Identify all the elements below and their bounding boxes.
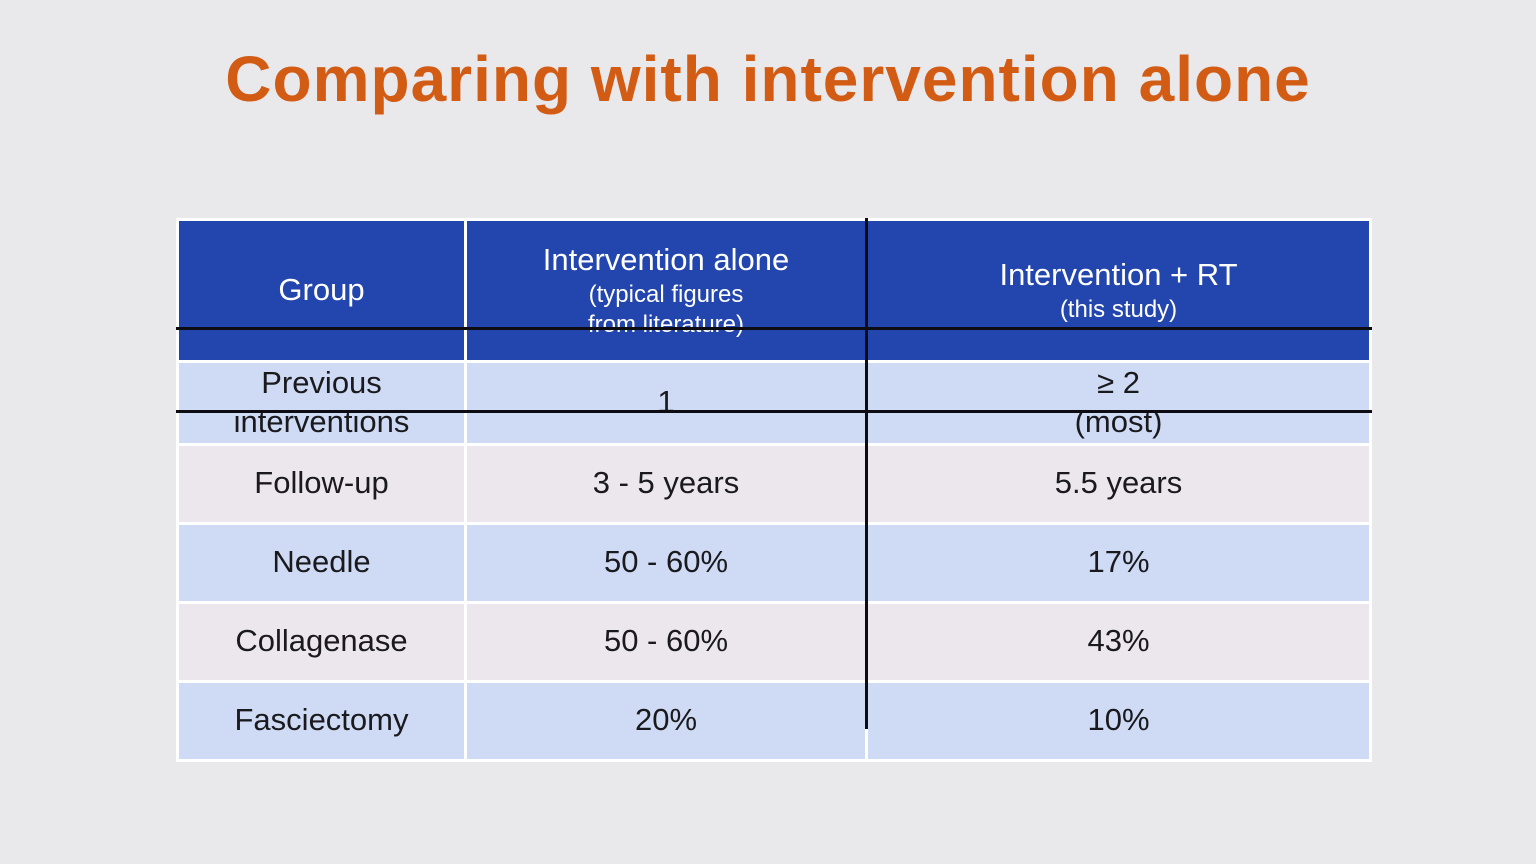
cell-group: Fasciectomy [179,682,464,759]
column-header-intervention-rt: Intervention + RT (this study) [868,221,1369,360]
row-divider-black [176,410,1372,413]
column-header-group-label: Group [278,272,365,307]
table-row-previous-interventions: Previous interventions 1 ≥ 2 (most) [179,362,1369,443]
cell-intervention-alone: 20% [467,682,865,759]
header-divider-black [176,327,1372,330]
cell-intervention-alone: 50 - 60% [467,524,865,601]
cell-intervention-alone: 50 - 60% [467,603,865,680]
column-header-intervention-alone: Intervention alone (typical figures from … [467,221,865,360]
table-header-row: Group Intervention alone (typical figures… [179,221,1369,360]
cell-intervention-rt: 17% [868,524,1369,601]
cell-intervention-rt: 10% [868,682,1369,759]
comparison-table-grid: Group Intervention alone (typical figures… [176,218,1372,762]
column-header-intervention-rt-label: Intervention + RT [999,257,1238,292]
column-header-intervention-rt-sub: (this study) [1059,295,1178,323]
cell-group: Collagenase [179,603,464,680]
table-row-follow-up: Follow-up 3 - 5 years 5.5 years [179,445,1369,522]
cell-intervention-rt: ≥ 2 (most) [868,362,1369,443]
page-title: Comparing with intervention alone [225,43,1311,115]
column-header-group: Group [179,221,464,360]
cell-group: Follow-up [179,445,464,522]
comparison-table: Group Intervention alone (typical figures… [176,218,1372,762]
cell-intervention-rt: 5.5 years [868,445,1369,522]
table-row-collagenase: Collagenase 50 - 60% 43% [179,603,1369,680]
table-row-needle: Needle 50 - 60% 17% [179,524,1369,601]
cell-intervention-alone: 1 [467,362,865,443]
column-header-intervention-alone-label: Intervention alone [542,242,790,277]
cell-group: Needle [179,524,464,601]
cell-group: Previous interventions [179,362,464,443]
column-header-intervention-alone-sub: (typical figures from literature) [587,280,745,338]
table-row-fasciectomy: Fasciectomy 20% 10% [179,682,1369,759]
column-divider-black [865,218,868,729]
cell-intervention-rt: 43% [868,603,1369,680]
cell-intervention-alone: 3 - 5 years [467,445,865,522]
